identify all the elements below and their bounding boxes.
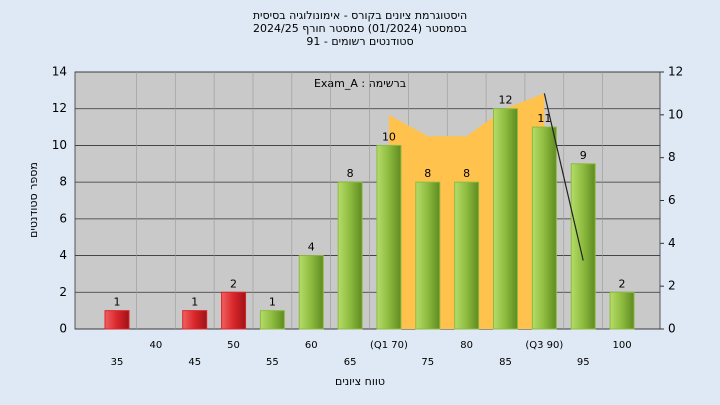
x-tick-label: 100 — [613, 340, 632, 351]
value-label: 1 — [269, 296, 276, 309]
y-tick-label: 8 — [59, 175, 67, 189]
x-tick-label: 95 — [577, 357, 590, 368]
y-tick-label: 14 — [52, 65, 67, 79]
title-line: היסטוגרמת ציונים בקורס - אימונולוגיה בסי… — [253, 9, 467, 22]
bar — [570, 163, 596, 330]
value-label: 4 — [308, 241, 315, 254]
x-tick-label: (Q3 90) — [525, 340, 563, 351]
y-tick-label: 4 — [59, 248, 67, 262]
bar — [104, 310, 130, 330]
y2-tick-label: 6 — [668, 193, 676, 207]
bar — [454, 181, 480, 330]
x-tick-label: 35 — [111, 357, 124, 368]
y2-tick-label: 12 — [668, 65, 683, 79]
y-tick-label: 2 — [59, 285, 67, 299]
x-tick-label: 65 — [344, 357, 357, 368]
x-tick-label: 50 — [227, 340, 240, 351]
bar — [415, 181, 441, 330]
y-tick-label: 0 — [59, 322, 67, 336]
bar — [221, 291, 247, 330]
x-tick-label: 40 — [149, 340, 162, 351]
bar — [182, 310, 208, 330]
y-tick-label: 12 — [52, 101, 67, 115]
y-tick-label: 10 — [52, 138, 67, 152]
value-label: 8 — [424, 167, 431, 180]
line — [543, 93, 584, 261]
bar — [376, 144, 402, 330]
bar — [609, 291, 635, 330]
value-label: 11 — [537, 112, 551, 125]
plot-area — [74, 71, 661, 330]
value-label: 12 — [499, 94, 513, 107]
value-label: 10 — [382, 130, 396, 143]
title-line: סטודנטים רשומים - 91 — [306, 35, 413, 48]
y-axis-label: מספר סטודנטים — [27, 162, 40, 238]
x-axis-label: טווח ציונים — [335, 375, 385, 388]
bar — [259, 310, 285, 330]
x-tick-label: 60 — [305, 340, 318, 351]
y2-tick-label: 4 — [668, 236, 676, 250]
x-tick-label: 75 — [421, 357, 434, 368]
value-label: 2 — [230, 277, 237, 290]
y2-tick-label: 2 — [668, 279, 676, 293]
x-tick-label: 80 — [460, 340, 473, 351]
bar — [337, 181, 363, 330]
y2-tick-label: 10 — [668, 107, 683, 121]
value-label: 8 — [463, 167, 470, 180]
x-tick-label: 55 — [266, 357, 279, 368]
value-label: 2 — [619, 277, 626, 290]
y2-tick-label: 0 — [668, 322, 676, 336]
value-label: 8 — [347, 167, 354, 180]
y2-tick-label: 8 — [668, 150, 676, 164]
bar — [298, 255, 324, 330]
value-label: 1 — [114, 296, 121, 309]
title-line: בסמסטר (01/2024) סמסטר חורף 2024/25 — [253, 22, 467, 35]
value-label: 9 — [580, 149, 587, 162]
x-tick-label: 85 — [499, 357, 512, 368]
x-tick-label: (Q1 70) — [370, 340, 408, 351]
bar — [493, 108, 518, 330]
annotation: Exam_A : ברשימה — [314, 77, 406, 90]
value-label: 1 — [191, 296, 198, 309]
y-tick-label: 6 — [59, 211, 67, 225]
bar — [531, 126, 557, 330]
x-tick-label: 45 — [188, 357, 201, 368]
